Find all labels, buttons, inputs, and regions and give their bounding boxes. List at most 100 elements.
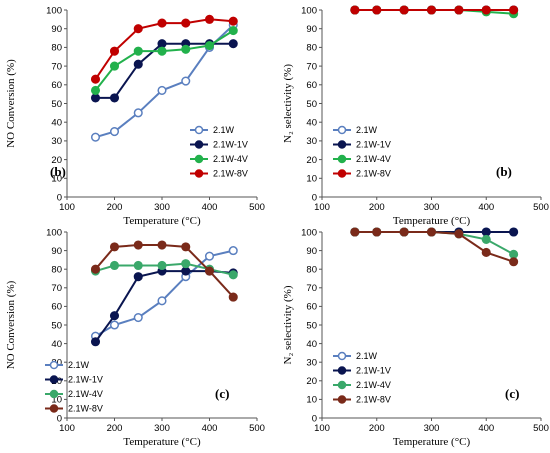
data-point: [181, 259, 191, 269]
data-point: [426, 5, 437, 15]
data-point: [426, 227, 437, 237]
data-point: [109, 311, 120, 321]
y-tick-label: 0: [57, 192, 62, 203]
legend: 2.1W 2.1W-1V 2.1W-4V 2.1W-8V: [333, 351, 391, 405]
legend-marker: [194, 154, 204, 164]
y-tick-label: 10: [306, 174, 317, 185]
chart-panel-2: 0 10 20 30 40 50 60 70 80 90 100 100 200 300 400 500 Tem…: [282, 5, 549, 227]
y-tick-label: 90: [306, 246, 317, 257]
data-point: [181, 76, 191, 86]
legend-marker: [337, 351, 347, 361]
legend-label: 2.1W-1V: [68, 375, 103, 385]
data-point: [228, 270, 238, 280]
y-tick-label: 80: [51, 43, 62, 54]
y-tick-label: 10: [306, 395, 317, 406]
y-tick-label: 90: [51, 24, 62, 35]
x-axis-label: Temperature (°C): [123, 436, 201, 448]
data-point: [109, 242, 120, 252]
legend: 2.1W 2.1W-1V 2.1W-4V 2.1W-8V: [190, 125, 248, 179]
data-point: [454, 5, 464, 15]
data-point: [90, 337, 101, 347]
x-tick-label: 400: [478, 202, 494, 213]
legend-marker: [337, 140, 347, 149]
data-point: [157, 260, 167, 271]
y-tick-label: 10: [51, 395, 62, 406]
x-tick-label: 100: [59, 202, 75, 213]
legend-label: 2.1W-1V: [356, 140, 391, 150]
y-tick-label: 30: [51, 136, 62, 147]
y-tick-label: 100: [46, 5, 62, 16]
x-axis-label: Temperature (°C): [393, 215, 471, 227]
data-point: [481, 5, 491, 15]
y-tick-label: 30: [306, 136, 317, 147]
y-tick-label: 40: [306, 118, 317, 129]
x-tick-label: 400: [478, 423, 494, 434]
legend-marker: [194, 125, 204, 135]
x-tick-label: 400: [202, 423, 218, 434]
x-tick-label: 200: [107, 202, 123, 213]
data-point: [181, 242, 191, 252]
data-point: [109, 46, 120, 56]
data-point: [133, 240, 143, 250]
data-point: [454, 229, 464, 239]
legend-label: 2.1W: [356, 351, 378, 361]
legend-marker: [337, 380, 347, 390]
y-tick-label: 50: [51, 99, 62, 110]
x-tick-label: 100: [314, 202, 330, 213]
data-point: [228, 16, 238, 26]
data-point: [399, 227, 409, 237]
data-point: [109, 93, 120, 103]
data-point: [509, 257, 519, 267]
x-tick-label: 500: [533, 423, 549, 434]
data-point: [157, 46, 167, 56]
y-tick-label: 70: [51, 283, 62, 294]
y-tick-label: 60: [51, 80, 62, 91]
y-tick-label: 40: [51, 118, 62, 129]
x-tick-label: 300: [154, 423, 170, 434]
legend-marker: [194, 140, 204, 149]
y-tick-label: 90: [306, 24, 317, 35]
legend-marker: [49, 360, 59, 370]
data-point: [157, 39, 167, 49]
y-tick-label: 10: [51, 174, 62, 185]
series-line-3: [94, 29, 234, 92]
data-point: [204, 14, 215, 24]
y-axis-label: NO Conversion (%): [5, 280, 17, 369]
data-point: [133, 46, 143, 56]
series-line-4: [354, 231, 514, 263]
data-point: [133, 24, 143, 34]
legend-label: 2.1W-4V: [356, 380, 391, 390]
data-point: [109, 320, 120, 330]
data-point: [372, 227, 382, 237]
legend-label: 2.1W: [213, 125, 235, 135]
legend-marker: [49, 389, 59, 399]
data-point: [228, 26, 238, 36]
y-tick-label: 50: [51, 320, 62, 331]
x-tick-label: 400: [202, 202, 218, 213]
y-tick-label: 50: [306, 320, 317, 331]
y-tick-label: 70: [51, 61, 62, 72]
data-point: [509, 5, 519, 15]
legend-marker: [337, 154, 347, 164]
data-point: [109, 61, 120, 71]
data-point: [109, 260, 120, 271]
legend-marker: [337, 366, 347, 375]
data-point: [133, 313, 143, 323]
x-tick-label: 200: [107, 423, 123, 434]
y-tick-label: 100: [301, 227, 317, 238]
legend-label: 2.1W-4V: [213, 154, 248, 164]
data-point: [481, 227, 491, 237]
data-point: [90, 264, 101, 274]
data-point: [228, 292, 238, 302]
y-tick-label: 100: [46, 227, 62, 238]
x-tick-label: 300: [424, 423, 440, 434]
data-point: [157, 240, 167, 250]
data-point: [133, 108, 143, 118]
y-tick-label: 0: [57, 413, 62, 424]
data-point: [133, 272, 143, 282]
x-tick-label: 100: [314, 423, 330, 434]
data-point: [228, 246, 238, 256]
data-point: [372, 5, 382, 15]
y-tick-label: 80: [306, 265, 317, 276]
data-point: [481, 247, 491, 258]
